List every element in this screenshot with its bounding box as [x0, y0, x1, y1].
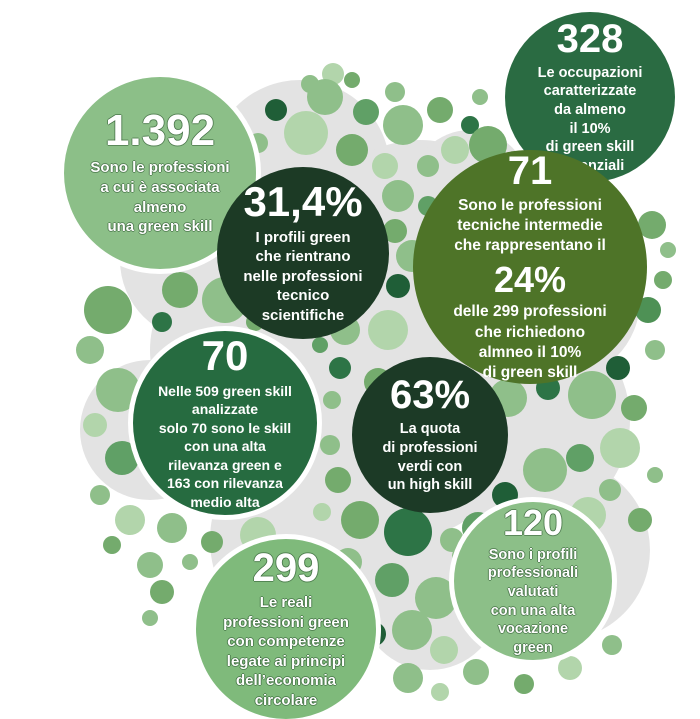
decorative-bubble: [323, 391, 341, 409]
decorative-bubble: [162, 272, 198, 308]
decorative-bubble: [427, 97, 453, 123]
decorative-bubble: [150, 580, 174, 604]
decorative-bubble: [558, 656, 582, 680]
stat-value: 70: [201, 331, 249, 379]
stat-circle-63-percent-high-skill: 63% La quota di professioni verdi con un…: [352, 357, 508, 513]
stat-circle-70-green-skill-rilevanza: 70 Nelle 509 green skill analizzate solo…: [128, 326, 322, 520]
decorative-bubble: [638, 211, 666, 239]
decorative-bubble: [284, 111, 328, 155]
decorative-bubble: [383, 105, 423, 145]
stat-text-secondary: delle 299 professioni che richiedono alm…: [453, 303, 607, 381]
decorative-bubble: [523, 448, 567, 492]
decorative-bubble: [602, 635, 622, 655]
decorative-bubble: [137, 552, 163, 578]
decorative-bubble: [336, 134, 368, 166]
decorative-bubble: [384, 508, 432, 556]
stat-text: Le reali professioni green con competenz…: [223, 594, 349, 709]
decorative-bubble: [329, 357, 351, 379]
decorative-bubble: [115, 505, 145, 535]
stat-text: I profili green che rientrano nelle prof…: [243, 228, 363, 324]
decorative-bubble: [385, 82, 405, 102]
decorative-bubble: [461, 116, 479, 134]
decorative-bubble: [660, 242, 676, 258]
decorative-bubble: [375, 563, 409, 597]
decorative-bubble: [472, 89, 488, 105]
decorative-bubble: [621, 395, 647, 421]
stat-value: 63%: [389, 372, 471, 417]
stat-circle-120-profili-professionali: 120 Sono i profili professionali valutat…: [449, 497, 617, 665]
stat-value: 328: [556, 16, 624, 61]
stat-circle-1392-professioni-green-skill: 1.392 Sono le professioni a cui è associ…: [59, 72, 261, 274]
stat-text: Sono le professioni tecniche intermedie …: [454, 197, 606, 255]
decorative-bubble: [417, 155, 439, 177]
stat-value: 299: [252, 546, 320, 590]
decorative-bubble: [654, 271, 672, 289]
decorative-bubble: [382, 180, 414, 212]
stat-circle-299-professioni-economia-circolare: 299 Le reali professioni green con compe…: [191, 534, 381, 719]
decorative-bubble: [430, 636, 458, 664]
decorative-bubble: [393, 663, 423, 693]
decorative-bubble: [431, 683, 449, 701]
decorative-bubble: [566, 444, 594, 472]
decorative-bubble: [182, 554, 198, 570]
decorative-bubble: [142, 610, 158, 626]
decorative-bubble: [307, 79, 343, 115]
decorative-bubble: [568, 371, 616, 419]
decorative-bubble: [344, 72, 360, 88]
stat-value: 120: [502, 501, 564, 543]
decorative-bubble: [463, 659, 489, 685]
decorative-bubble: [90, 485, 110, 505]
decorative-bubble: [103, 536, 121, 554]
decorative-bubble: [265, 99, 287, 121]
stat-value-secondary: 24%: [493, 259, 567, 301]
decorative-bubble: [600, 428, 640, 468]
decorative-bubble: [312, 337, 328, 353]
stat-circle-71-professioni-tecniche: 71 Sono le professioni tecniche intermed…: [413, 150, 647, 384]
decorative-bubble: [645, 340, 665, 360]
decorative-bubble: [441, 136, 469, 164]
decorative-bubble: [606, 356, 630, 380]
stat-text: La quota di professioni verdi con un hig…: [382, 420, 478, 494]
decorative-bubble: [325, 467, 351, 493]
decorative-bubble: [83, 413, 107, 437]
stat-value: 31,4%: [243, 177, 363, 225]
decorative-bubble: [628, 508, 652, 532]
stat-text: Nelle 509 green skill analizzate solo 70…: [158, 382, 292, 510]
decorative-bubble: [341, 501, 379, 539]
decorative-bubble: [392, 610, 432, 650]
decorative-bubble: [313, 503, 331, 521]
decorative-bubble: [201, 531, 223, 553]
stat-text: Sono le professioni a cui è associata al…: [90, 158, 230, 236]
decorative-bubble: [353, 99, 379, 125]
decorative-bubble: [599, 479, 621, 501]
decorative-bubble: [368, 310, 408, 350]
decorative-bubble: [157, 513, 187, 543]
stat-text: Sono i profili professionali valutati co…: [487, 546, 579, 656]
decorative-bubble: [647, 467, 663, 483]
decorative-bubble: [76, 336, 104, 364]
decorative-bubble: [514, 674, 534, 694]
decorative-bubble: [320, 435, 340, 455]
stat-value: 1.392: [104, 105, 216, 155]
decorative-bubble: [372, 153, 398, 179]
decorative-bubble: [152, 312, 172, 332]
stat-circle-31-4-percent-profili-green: 31,4% I profili green che rientrano nell…: [217, 167, 389, 339]
decorative-bubble: [386, 274, 410, 298]
decorative-bubble: [84, 286, 132, 334]
stat-value: 71: [507, 149, 553, 193]
